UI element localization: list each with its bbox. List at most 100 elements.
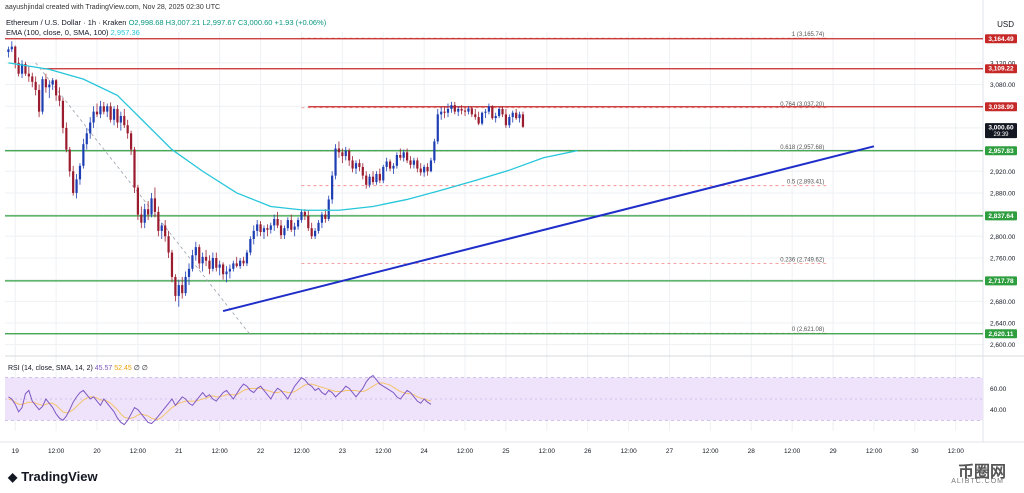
candle-body bbox=[211, 257, 214, 269]
candle-body bbox=[89, 122, 92, 134]
candle-body bbox=[129, 133, 133, 150]
candle-body bbox=[170, 252, 174, 277]
candle-body bbox=[136, 187, 140, 215]
y-tick-label: 3,080.00 bbox=[990, 82, 1016, 89]
candle-body bbox=[440, 111, 443, 115]
candle-body bbox=[106, 106, 109, 112]
candle-body bbox=[242, 260, 245, 264]
candle-body bbox=[245, 252, 249, 264]
candle-body bbox=[150, 198, 153, 215]
candle-body bbox=[337, 148, 341, 153]
symbol-legend[interactable]: Ethereum / U.S. Dollar · 1h · Kraken O2,… bbox=[6, 18, 326, 27]
price-label-text: 3,164.49 bbox=[988, 36, 1014, 43]
rsi-legend[interactable]: RSI (14, close, SMA, 14, 2) 45.57 52.45 … bbox=[8, 364, 148, 372]
rsi-name: RSI (14, close, SMA, 14, 2) bbox=[8, 365, 93, 372]
candle-body bbox=[293, 226, 296, 230]
candle-body bbox=[313, 230, 317, 237]
ema-legend[interactable]: EMA (100, close, 0, SMA, 100) 2,957.36 bbox=[6, 28, 140, 37]
candle-body bbox=[276, 218, 279, 226]
candle-body bbox=[133, 149, 136, 188]
candle-body bbox=[249, 238, 252, 253]
candle-body bbox=[68, 149, 71, 172]
fib-label: 1 (3,165.74) bbox=[792, 32, 824, 38]
x-tick-label: 28 bbox=[748, 448, 756, 455]
price-label-countdown: 29:39 bbox=[993, 132, 1009, 138]
candle-body bbox=[204, 256, 208, 261]
rising-trendline bbox=[222, 145, 875, 313]
candle-body bbox=[348, 150, 351, 161]
candle-body bbox=[358, 163, 361, 167]
candle-body bbox=[371, 176, 375, 183]
candle-body bbox=[341, 152, 344, 157]
price-label-text: 2,957.83 bbox=[988, 148, 1014, 155]
candle-body bbox=[208, 260, 211, 269]
candle-body bbox=[515, 112, 518, 119]
candle-body bbox=[167, 236, 170, 253]
candle-body bbox=[405, 152, 409, 161]
fib-label: 0.618 (2,957.68) bbox=[780, 145, 824, 151]
x-tick-label: 12:00 bbox=[130, 448, 147, 455]
candle-body bbox=[27, 73, 30, 77]
candle-body bbox=[303, 211, 306, 216]
candle-body bbox=[416, 160, 419, 169]
x-tick-label: 12:00 bbox=[375, 448, 392, 455]
price-label-text: 2,620.11 bbox=[989, 331, 1014, 338]
candle-body bbox=[320, 214, 324, 223]
x-tick-label: 30 bbox=[911, 448, 919, 455]
candle-body bbox=[399, 155, 402, 158]
trendline[interactable] bbox=[222, 145, 875, 313]
candle-body bbox=[361, 166, 364, 176]
candle-body bbox=[484, 111, 487, 113]
candle-body bbox=[58, 95, 61, 101]
candle-body bbox=[102, 106, 105, 112]
candle-body bbox=[368, 176, 371, 185]
candle-body bbox=[215, 257, 218, 268]
watermark-subtext: ALIBTC.COM bbox=[951, 478, 1004, 485]
candle-body bbox=[82, 144, 85, 166]
candle-body bbox=[266, 228, 269, 230]
candle-body bbox=[37, 89, 41, 112]
candle-body bbox=[388, 161, 392, 169]
rsi-tick-label: 60.00 bbox=[990, 386, 1007, 393]
candle-body bbox=[153, 198, 157, 212]
candle-body bbox=[331, 175, 334, 200]
candle-body bbox=[75, 179, 78, 193]
candle-body bbox=[433, 141, 436, 161]
x-tick-label: 21 bbox=[175, 448, 183, 455]
candle-body bbox=[460, 108, 463, 111]
candle-body bbox=[501, 108, 504, 115]
tradingview-logo-icon: ◆ bbox=[8, 469, 18, 484]
candle-body bbox=[283, 228, 286, 236]
candle-body bbox=[194, 247, 197, 256]
x-tick-label: 20 bbox=[93, 448, 101, 455]
candle-body bbox=[147, 209, 150, 215]
candle-body bbox=[474, 114, 477, 118]
rsi-pane: 60.00 40.00 bbox=[5, 374, 1007, 426]
candle-body bbox=[126, 125, 129, 134]
y-tick-label: 2,800.00 bbox=[990, 234, 1016, 241]
candle-body bbox=[184, 276, 187, 294]
candle-body bbox=[491, 106, 494, 119]
diagonal-dashed-line bbox=[35, 62, 251, 336]
candle-body bbox=[518, 114, 521, 119]
candle-body bbox=[300, 211, 303, 221]
tradingview-logo[interactable]: ◆ TradingView bbox=[8, 469, 98, 484]
ema-name: EMA (100, close, 0, SMA, 100) bbox=[6, 28, 109, 37]
candle-body bbox=[487, 106, 490, 112]
candle-body bbox=[191, 255, 194, 269]
x-tick-label: 12:00 bbox=[48, 448, 65, 455]
support-resistance-lines bbox=[5, 38, 983, 335]
rsi-value: 45.57 bbox=[94, 365, 113, 372]
currency-label[interactable]: USD bbox=[997, 20, 1014, 29]
price-label-text: 3,109.22 bbox=[988, 66, 1014, 73]
y-tick-label: 2,760.00 bbox=[990, 255, 1016, 262]
candle-body bbox=[225, 271, 228, 275]
x-tick-label: 12:00 bbox=[620, 448, 637, 455]
fib-label: 0.236 (2,749.62) bbox=[780, 258, 824, 264]
candle-body bbox=[160, 225, 163, 231]
x-axis: 19 12:00 20 12:00 21 12:00 22 12:00 23 12:00 24 12:… bbox=[12, 448, 965, 455]
candle-body bbox=[354, 163, 358, 169]
price-label-box bbox=[985, 64, 1017, 74]
